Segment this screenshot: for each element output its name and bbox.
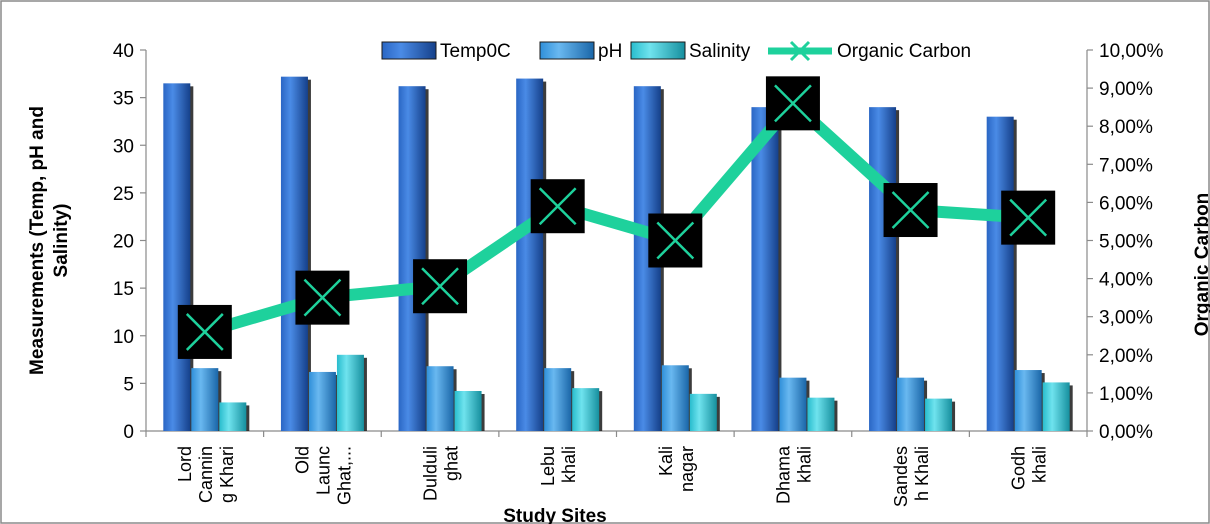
x-category-label: khali — [794, 446, 814, 483]
y-tick-label: 5 — [123, 374, 134, 395]
bar-salinity — [807, 397, 835, 431]
organic-carbon-marker — [648, 213, 703, 268]
y2-tick-label: 10,00% — [1099, 41, 1164, 62]
x-category-label: Dhama — [773, 445, 793, 504]
marker-cross — [421, 267, 459, 306]
y2-tick-label: 7,00% — [1099, 155, 1153, 176]
x-category-label: khali — [559, 446, 579, 483]
x-category-label: khali — [1030, 446, 1050, 483]
y-tick-label: 25 — [113, 184, 134, 205]
legend-swatch — [630, 41, 686, 60]
legend-marker — [789, 40, 811, 62]
bar-temp0c — [869, 107, 897, 432]
y-tick-label: 0 — [123, 422, 134, 443]
bar-salinity — [336, 354, 364, 431]
y2-tick-label: 4,00% — [1099, 270, 1153, 291]
bar-temp0c — [516, 78, 544, 431]
bar-salinity — [925, 398, 953, 431]
bar-ph — [308, 371, 336, 431]
y-tick-label: 15 — [113, 279, 134, 300]
y2-tick-label: 3,00% — [1099, 308, 1153, 329]
x-category-label: Lebu — [538, 446, 558, 486]
bar-salinity — [1042, 382, 1070, 431]
y2-tick-label: 1,00% — [1099, 384, 1153, 405]
marker-cross — [656, 221, 695, 260]
legend-swatch — [539, 41, 595, 60]
organic-carbon-marker — [413, 259, 468, 314]
legend-swatch — [381, 41, 437, 60]
x-category-label: Lord — [175, 446, 195, 482]
bar-temp0c — [280, 76, 308, 432]
bar-ph — [897, 377, 925, 431]
labels: 0 5 10 15 20 25 30 35 40 0,00% 1,00% 2,00% 3,00% 4,00… — [27, 41, 1210, 524]
legend-label: Organic Carbon — [837, 41, 971, 62]
x-category-label: nagar — [677, 446, 697, 492]
bar-ph — [426, 366, 454, 431]
y2-tick-label: 2,00% — [1099, 346, 1153, 367]
y2-tick-label: 6,00% — [1099, 193, 1153, 214]
bar-salinity — [689, 393, 717, 431]
legend-label: Temp0C — [440, 41, 511, 62]
x-category-label: Kali — [656, 446, 676, 476]
x-category-label: Dulduli — [421, 446, 441, 501]
y2-tick-label: 9,00% — [1099, 79, 1153, 100]
bar-temp0c — [398, 86, 426, 431]
bar-salinity — [572, 388, 600, 431]
marker-cross — [185, 313, 224, 351]
organic-carbon-marker — [530, 179, 585, 234]
bar-temp0c — [163, 83, 191, 432]
y-axis-title: Salinity) — [51, 204, 72, 278]
y2-tick-label: 5,00% — [1099, 232, 1153, 253]
marker-cross — [1009, 198, 1048, 237]
marker-cross — [774, 84, 812, 123]
organic-carbon-marker — [1001, 190, 1056, 245]
legend-label: pH — [598, 41, 622, 62]
x-category-label: Godh — [1009, 446, 1029, 490]
x-category-label: Ghat,... — [334, 446, 354, 505]
x-category-label: Launc — [313, 446, 333, 495]
y-tick-label: 10 — [113, 327, 134, 348]
marker-cross — [538, 187, 577, 226]
organic-carbon-line — [177, 76, 1056, 359]
bar-salinity — [219, 402, 247, 431]
bar-ph — [544, 368, 572, 431]
organic-carbon-marker — [883, 183, 938, 238]
bars — [163, 76, 1073, 432]
x-category-label: Cannin — [196, 446, 216, 503]
bar-ph — [661, 365, 689, 431]
legend: Temp0C pH Salinity Organic Carbon — [381, 40, 971, 62]
bar-temp0c — [751, 107, 779, 432]
organic-carbon-marker — [765, 76, 820, 131]
y-tick-label: 35 — [113, 89, 134, 110]
marker-cross — [303, 278, 342, 317]
y2-axis-title: Organic Carbon — [1192, 193, 1210, 337]
y-axis-title: Measurements (Temp, pH and — [27, 106, 48, 375]
bar-ph — [1014, 370, 1042, 431]
y-tick-label: 40 — [113, 41, 134, 62]
bar-salinity — [454, 390, 482, 431]
y2-tick-label: 0,00% — [1099, 422, 1153, 443]
x-category-label: g Khari — [217, 446, 237, 503]
marker-cross — [891, 191, 930, 229]
bar-ph — [191, 368, 219, 431]
x-category-label: h Khali — [912, 446, 932, 501]
y2-tick-label: 8,00% — [1099, 117, 1153, 138]
organic-carbon-marker — [295, 270, 350, 325]
x-axis-title: Study Sites — [503, 506, 606, 524]
x-category-label: Old — [292, 446, 312, 474]
y-tick-label: 30 — [113, 136, 134, 157]
x-category-label: ghat — [442, 446, 462, 481]
x-category-label: Sandes — [891, 446, 911, 507]
bar-temp0c — [986, 116, 1014, 432]
legend-label: Salinity — [689, 41, 751, 62]
bar-ph — [779, 377, 807, 431]
y-tick-label: 20 — [113, 232, 134, 253]
organic-carbon-marker — [177, 304, 232, 359]
